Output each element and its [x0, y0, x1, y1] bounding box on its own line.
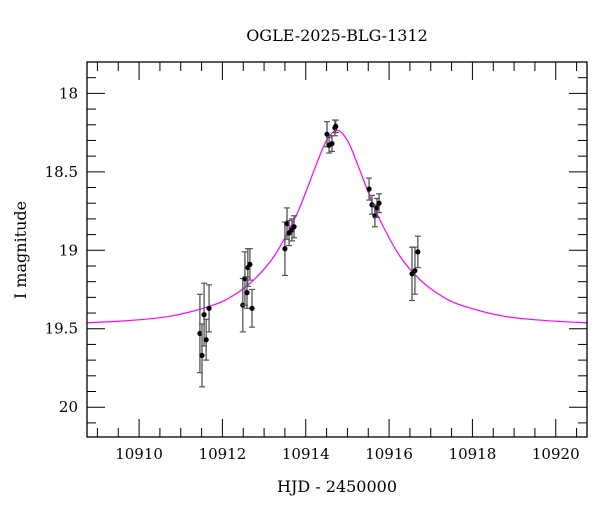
data-point	[282, 246, 288, 252]
data-point	[415, 249, 421, 255]
data-point-group	[246, 248, 253, 281]
data-point-group	[291, 215, 298, 239]
x-tick-label: 10914	[282, 445, 330, 463]
data-point-group	[196, 293, 203, 374]
x-axis-label: HJD - 2450000	[277, 477, 397, 496]
data-point-group	[241, 251, 248, 306]
tick-labels: 10910 10912 10914 10916 10918 10920 18 18.5 19 19…	[45, 84, 580, 463]
data-point-group	[249, 288, 255, 328]
y-tick-label: 19.5	[45, 320, 78, 338]
y-tick-label: 19	[59, 241, 78, 259]
y-tick-label: 18	[59, 84, 78, 102]
data-point-group	[203, 318, 210, 361]
data-point-group	[329, 135, 335, 153]
model-curve	[86, 129, 588, 324]
data-point	[284, 221, 290, 227]
x-tick-label: 10912	[199, 445, 247, 463]
data-point	[206, 305, 212, 311]
data-point-group	[414, 235, 421, 269]
data-point-group	[376, 193, 383, 214]
x-tick-label: 10918	[449, 445, 497, 463]
data-point-group	[366, 177, 373, 201]
data-point	[201, 312, 207, 318]
data-point	[249, 305, 255, 311]
data-point	[374, 205, 380, 211]
data-point	[333, 123, 339, 129]
data-point-group	[332, 119, 339, 134]
y-tick-label: 18.5	[45, 163, 78, 181]
data-point	[291, 224, 297, 230]
x-tick-label: 10916	[365, 445, 413, 463]
data-point-group	[411, 246, 418, 295]
data-point	[199, 352, 205, 359]
data-point	[329, 140, 335, 147]
data-point	[203, 337, 209, 343]
plot-area	[86, 119, 588, 388]
data-point-group	[206, 284, 213, 333]
data-point-group	[374, 197, 380, 218]
data-point	[244, 290, 250, 296]
data-point-group	[326, 136, 333, 154]
data-point-group	[199, 323, 205, 388]
y-tick-label: 20	[59, 398, 78, 416]
data-point-group	[244, 276, 250, 309]
data-point	[412, 268, 418, 274]
axis-ticks	[87, 61, 587, 437]
data-point	[376, 200, 382, 206]
data-point	[247, 261, 253, 268]
x-tick-label: 10920	[532, 445, 580, 463]
chart-title: OGLE-2025-BLG-1312	[246, 26, 428, 45]
x-tick-label: 10910	[115, 445, 163, 463]
data-point	[324, 131, 330, 137]
data-point-group	[409, 246, 415, 302]
data-point	[366, 186, 372, 192]
plot-frame	[86, 61, 588, 438]
data-point	[197, 330, 203, 337]
y-axis-label: I magnitude	[11, 201, 30, 299]
